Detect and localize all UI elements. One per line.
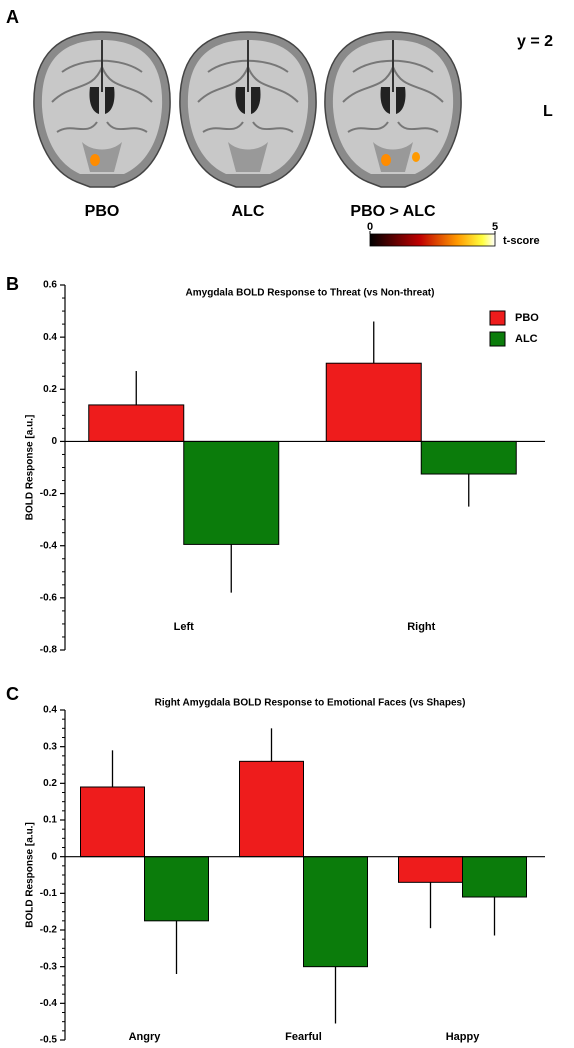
legend-label: ALC (515, 333, 538, 345)
activation-blob (381, 154, 391, 166)
y-tick-label: -0.4 (40, 540, 58, 551)
y-tick-label: 0.1 (43, 815, 57, 826)
colorbar-tick-label: 0 (367, 221, 373, 233)
y-axis-label: BOLD Response [a.u.] (25, 822, 36, 928)
bar (88, 404, 185, 442)
colorbar (369, 233, 496, 247)
y-tick-label: -0.2 (40, 488, 58, 499)
x-tick-label: Fearful (285, 1031, 322, 1043)
colorbar-tick-label: 5 (492, 221, 498, 233)
bar (144, 856, 209, 922)
y-tick-label: 0 (51, 851, 57, 862)
x-tick-label: Left (174, 621, 195, 633)
legend-label: PBO (515, 312, 539, 324)
y-axis-label: BOLD Response [a.u.] (25, 415, 36, 521)
panel-label: A (6, 7, 19, 27)
y-tick-label: 0 (51, 436, 57, 447)
bar (183, 440, 280, 545)
y-tick-label: 0.2 (43, 778, 57, 789)
y-tick-label: -0.4 (40, 998, 58, 1009)
side-label: L (543, 103, 553, 120)
y-tick-label: 0.3 (43, 741, 57, 752)
activation-blob (90, 154, 100, 166)
bar (325, 362, 422, 442)
bar (398, 856, 463, 883)
y-tick-label: -0.6 (40, 592, 58, 603)
bar (462, 856, 527, 898)
brain-image (323, 31, 463, 188)
legend-swatch (489, 331, 506, 347)
slice-label: y = 2 (517, 33, 553, 50)
brain-image (178, 31, 318, 188)
x-tick-label: Right (407, 621, 435, 633)
y-tick-label: -0.8 (40, 645, 58, 656)
y-tick-label: 0.4 (43, 705, 57, 716)
bar (239, 760, 304, 858)
y-tick-label: -0.3 (40, 961, 58, 972)
colorbar-label: t-score (503, 235, 540, 247)
y-tick-label: -0.5 (40, 1035, 58, 1046)
bar (80, 786, 145, 858)
x-tick-label: Happy (446, 1031, 481, 1043)
image-label: PBO > ALC (350, 203, 436, 220)
panel-label: C (6, 684, 19, 704)
x-tick-label: Angry (129, 1031, 162, 1043)
y-tick-label: 0.6 (43, 280, 57, 291)
brain-image (32, 31, 172, 188)
legend-swatch (489, 310, 506, 326)
chart-title: Amygdala BOLD Response to Threat (vs Non… (186, 288, 435, 299)
activation-blob (412, 152, 420, 162)
chart-title: Right Amygdala BOLD Response to Emotiona… (155, 698, 466, 709)
bar (303, 856, 368, 968)
y-tick-label: -0.1 (40, 888, 58, 899)
bar (420, 440, 517, 475)
image-label: PBO (85, 203, 120, 220)
y-tick-label: -0.2 (40, 925, 58, 936)
y-tick-label: 0.4 (43, 332, 57, 343)
image-label: ALC (232, 203, 265, 220)
panel-label: B (6, 274, 19, 294)
y-tick-label: 0.2 (43, 384, 57, 395)
